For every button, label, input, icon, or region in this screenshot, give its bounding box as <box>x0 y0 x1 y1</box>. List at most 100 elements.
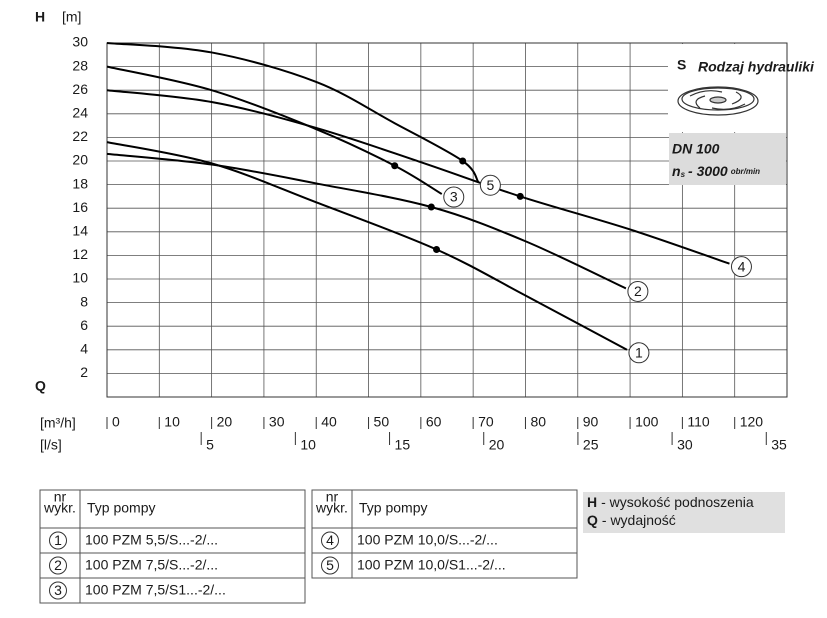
badge-speed: ns - 3000 obr/min <box>672 163 760 179</box>
y-tick-label: 10 <box>72 270 88 286</box>
y-label: H <box>35 9 45 25</box>
note-text: - wydajność <box>602 512 676 528</box>
y-tick-label: 24 <box>72 105 88 121</box>
y-tick-label: 22 <box>72 128 88 144</box>
speed-unit: obr/min <box>731 167 760 176</box>
badge-dn: DN 100 <box>672 141 720 157</box>
curve-label-circle <box>730 256 752 278</box>
x2-tick-label: 10 <box>300 437 316 453</box>
curve-label-circle <box>628 342 650 364</box>
x-tick-label: 50 <box>374 414 390 430</box>
note-symbol: H <box>587 494 597 510</box>
curve-point <box>516 192 524 200</box>
x2-tick-label: 35 <box>771 437 787 453</box>
table-header-type: Typ pompy <box>359 500 427 516</box>
impeller-icon <box>677 86 759 116</box>
table-pump: 100 PZM 5,5/S...-2/... <box>85 532 218 548</box>
curve-point <box>433 246 441 253</box>
curve-label: 4 <box>738 258 746 274</box>
x2-unit: [l/s] <box>40 437 62 453</box>
speed-sub: s <box>681 170 686 179</box>
table-nr: 5 <box>326 557 334 573</box>
note: H- wysokość podnoszenia <box>587 494 754 510</box>
x-tick-label: 70 <box>478 414 494 430</box>
x2-tick-label: 5 <box>206 437 214 453</box>
table-frame <box>39 489 306 604</box>
curve-label-circle <box>479 174 501 196</box>
x-unit: [m³/h] <box>40 415 76 431</box>
y-tick-label: 20 <box>72 152 88 168</box>
table-nr-circle <box>49 556 67 575</box>
x-tick-label: 40 <box>321 414 337 430</box>
x2-tick-label: 20 <box>489 437 505 453</box>
y-tick-label: 14 <box>72 223 88 239</box>
table-nr: 4 <box>326 532 334 548</box>
curve-label: 5 <box>486 177 494 193</box>
x-tick-label: 100 <box>635 414 659 430</box>
y-tick-label: 6 <box>80 317 88 333</box>
x-tick-label: 110 <box>687 414 710 430</box>
table-header-nr: wykr. <box>315 500 348 516</box>
table-nr: 2 <box>54 557 62 573</box>
plot-frame <box>106 42 788 398</box>
x-tick-label: 60 <box>426 414 442 430</box>
y-tick-label: 16 <box>72 199 88 215</box>
speed-value: - 3000 <box>688 163 728 179</box>
table-pump: 100 PZM 7,5/S1...-2/... <box>85 582 226 598</box>
table-header-type: Typ pompy <box>87 500 155 516</box>
table-frame <box>311 489 578 579</box>
y-tick-label: 26 <box>72 81 88 97</box>
table-pump: 100 PZM 10,0/S...-2/... <box>357 532 498 548</box>
y-tick-label: 12 <box>72 246 88 262</box>
y-tick-label: 28 <box>72 57 88 73</box>
curve <box>106 141 628 351</box>
table-header-nr: nr <box>326 489 339 505</box>
badge-letter: S <box>677 57 686 73</box>
y-tick-label: 30 <box>72 34 88 50</box>
note-text: - wysokość podnoszenia <box>601 494 754 510</box>
x-tick-label: 10 <box>164 414 180 430</box>
x-tick-label: 20 <box>217 414 233 430</box>
x-tick-label: 80 <box>530 414 546 430</box>
badge-label: Rodzaj hydrauliki <box>698 59 815 75</box>
table-nr-circle <box>321 531 339 550</box>
y-tick-label: 2 <box>80 364 88 380</box>
y-tick-label: 4 <box>80 341 88 357</box>
curve-point <box>459 157 467 165</box>
curve <box>106 89 730 265</box>
table-pump: 100 PZM 7,5/S...-2/... <box>85 557 218 573</box>
table-pump: 100 PZM 10,0/S1...-2/... <box>357 557 506 573</box>
table-nr-circle <box>321 556 339 575</box>
curve-point <box>427 203 435 211</box>
x2-tick-label: 15 <box>395 437 411 453</box>
speed-symbol: n <box>672 163 681 179</box>
badge-dn-bg <box>669 133 786 185</box>
x-tick-label: 0 <box>112 414 120 430</box>
table-header-nr: nr <box>54 489 67 505</box>
x2-tick-label: 30 <box>677 437 693 453</box>
curve-label: 1 <box>635 345 643 361</box>
table-nr: 1 <box>54 532 62 548</box>
table-nr-circle <box>49 581 67 600</box>
curve-point <box>391 162 399 170</box>
note: Q- wydajność <box>587 512 676 528</box>
curve-label: 2 <box>634 283 642 299</box>
y-tick-label: 8 <box>80 293 88 309</box>
curve-label-circle <box>627 280 649 302</box>
x2-tick-label: 25 <box>583 437 599 453</box>
note-symbol: Q <box>587 512 598 528</box>
y-tick-label: 18 <box>72 175 88 191</box>
x-tick-label: 120 <box>740 414 764 430</box>
y-unit: [m] <box>62 9 81 25</box>
table-nr-circle <box>49 531 67 550</box>
table-header-nr: wykr. <box>43 500 76 516</box>
table-nr: 3 <box>54 582 62 598</box>
x-label: Q <box>35 378 46 394</box>
curve-label: 3 <box>450 189 458 205</box>
x-tick-label: 30 <box>269 414 285 430</box>
notes-bg <box>583 492 785 533</box>
curve <box>106 152 627 290</box>
x-tick-label: 90 <box>583 414 599 430</box>
